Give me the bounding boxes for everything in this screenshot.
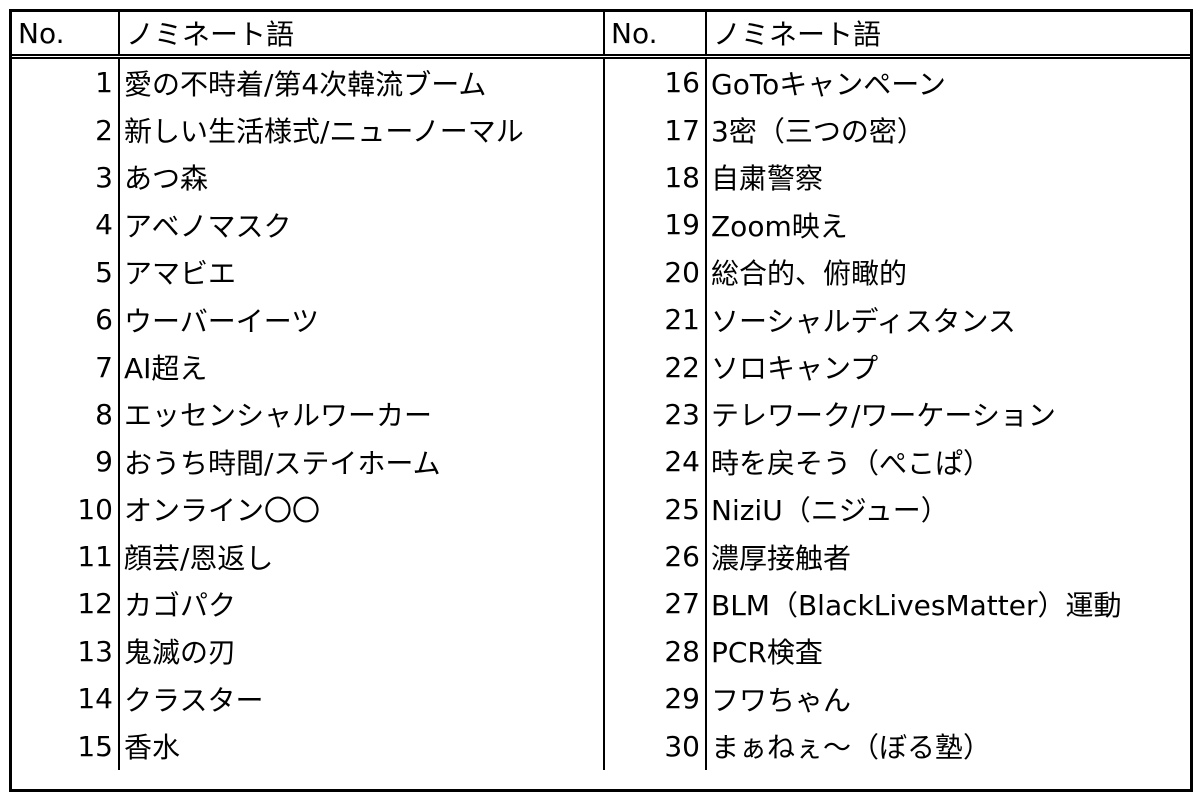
right-no-cell: 24	[603, 438, 706, 486]
left-no-cell: 2	[95, 113, 113, 147]
right-term-cell: ソーシャルディスタンス	[705, 295, 1190, 344]
right-term-cell: BLM（BlackLivesMatter）運動	[705, 580, 1190, 628]
left-no-cell: 8	[95, 397, 113, 431]
right-no-cell: 25	[603, 485, 706, 533]
right-term-cell: フワちゃん	[705, 675, 1190, 723]
right-no-cell: 30	[603, 722, 706, 770]
table-row: 10 オンライン〇〇 25 NiziU（ニジュー）	[12, 485, 1190, 533]
header-term-right: ノミネート語	[705, 12, 1190, 59]
table-row: 12 カゴパク 27 BLM（BlackLivesMatter）運動	[12, 580, 1190, 628]
left-no-cell: 14	[77, 682, 113, 716]
left-term-cell: クラスター	[118, 675, 604, 723]
table-row: 9 おうち時間/ステイホーム 24 時を戻そう（ぺこぱ）	[12, 438, 1190, 486]
table-row: 3 あつ森 18 自粛警察	[12, 153, 1190, 202]
left-no-cell: 5	[95, 255, 113, 289]
left-no-cell: 9	[95, 445, 113, 479]
left-no-cell: 15	[77, 729, 113, 763]
right-term-cell: 濃厚接触者	[705, 532, 1190, 581]
left-no-cell: 12	[77, 587, 113, 621]
left-no-cell: 1	[95, 66, 113, 100]
table-row: 4 アベノマスク 19 Zoom映え	[12, 201, 1190, 249]
left-no-cell: 3	[95, 160, 113, 194]
table-row: 11 顔芸/恩返し 26 濃厚接触者	[12, 532, 1190, 581]
header-row: No. ノミネート語 No. ノミネート語	[12, 12, 1190, 59]
left-term-cell: カゴパク	[118, 580, 604, 628]
left-no-cell: 7	[95, 350, 113, 384]
left-no-cell: 6	[95, 303, 113, 337]
left-term-cell: エッセンシャルワーカー	[118, 390, 604, 439]
left-term-cell: 顔芸/恩返し	[118, 532, 604, 581]
left-term-cell: おうち時間/ステイホーム	[118, 438, 604, 486]
right-term-cell: Zoom映え	[705, 201, 1190, 249]
table-row: 1 愛の不時着/第4次韓流ブーム 16 GoToキャンペーン	[12, 56, 1190, 107]
right-term-cell: ソロキャンプ	[705, 343, 1190, 391]
left-term-cell: アベノマスク	[118, 201, 604, 249]
right-no-cell: 29	[603, 675, 706, 723]
right-no-cell: 20	[603, 248, 706, 296]
right-no-cell: 16	[603, 56, 706, 107]
left-term-cell: アマビエ	[118, 248, 604, 296]
table-row: 15 香水 30 まぁねぇ～（ぼる塾）	[12, 722, 1190, 770]
right-no-cell: 19	[603, 201, 706, 249]
left-term-cell: AI超え	[118, 343, 604, 391]
right-term-cell: 3密（三つの密）	[705, 106, 1190, 154]
table-row: 14 クラスター 29 フワちゃん	[12, 675, 1190, 723]
right-no-cell: 26	[603, 532, 706, 581]
right-no-cell: 18	[603, 153, 706, 202]
table-row: 7 AI超え 22 ソロキャンプ	[12, 343, 1190, 391]
left-no-cell: 11	[77, 540, 113, 574]
left-term-cell: あつ森	[118, 153, 604, 202]
right-term-cell: まぁねぇ～（ぼる塾）	[705, 722, 1190, 770]
right-term-cell: PCR検査	[705, 627, 1190, 676]
nominee-table-sheet: No. ノミネート語 No. ノミネート語 1 愛の不時着/第4次韓流ブーム 16 G…	[9, 9, 1193, 792]
right-term-cell: 総合的、俯瞰的	[705, 248, 1190, 296]
left-term-cell: 新しい生活様式/ニューノーマル	[118, 106, 604, 154]
right-no-cell: 27	[603, 580, 706, 628]
right-no-cell: 17	[603, 106, 706, 154]
right-no-cell: 23	[603, 390, 706, 439]
left-term-cell: 香水	[118, 722, 604, 770]
right-term-cell: GoToキャンペーン	[705, 56, 1190, 107]
left-term-cell: 愛の不時着/第4次韓流ブーム	[118, 56, 604, 107]
header-term-left: ノミネート語	[118, 12, 604, 59]
table-row: 13 鬼滅の刃 28 PCR検査	[12, 627, 1190, 676]
right-term-cell: NiziU（ニジュー）	[705, 485, 1190, 533]
left-no-cell: 13	[77, 634, 113, 668]
header-no-left: No.	[12, 12, 119, 59]
left-term-cell: オンライン〇〇	[118, 485, 604, 533]
header-no-right: No.	[603, 12, 706, 59]
right-term-cell: 時を戻そう（ぺこぱ）	[705, 438, 1190, 486]
table-row: 8 エッセンシャルワーカー 23 テレワーク/ワーケーション	[12, 390, 1190, 439]
left-no-cell: 10	[77, 492, 113, 526]
right-no-cell: 21	[603, 295, 706, 344]
right-no-cell: 22	[603, 343, 706, 391]
right-term-cell: テレワーク/ワーケーション	[705, 390, 1190, 439]
table-row: 5 アマビエ 20 総合的、俯瞰的	[12, 248, 1190, 296]
table-row: 2 新しい生活様式/ニューノーマル 17 3密（三つの密）	[12, 106, 1190, 154]
table-row: 6 ウーバーイーツ 21 ソーシャルディスタンス	[12, 295, 1190, 344]
right-term-cell: 自粛警察	[705, 153, 1190, 202]
left-term-cell: 鬼滅の刃	[118, 627, 604, 676]
left-no-cell: 4	[95, 208, 113, 242]
right-no-cell: 28	[603, 627, 706, 676]
left-term-cell: ウーバーイーツ	[118, 295, 604, 344]
nominee-table: No. ノミネート語 No. ノミネート語 1 愛の不時着/第4次韓流ブーム 16 G…	[12, 12, 1190, 770]
